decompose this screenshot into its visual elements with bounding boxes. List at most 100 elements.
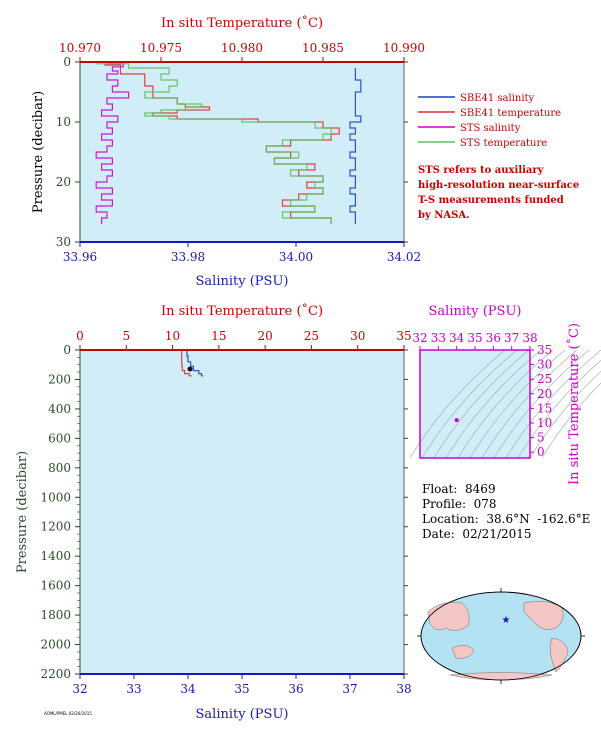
profile-date: Date: 02/21/2015 — [422, 527, 532, 541]
full-profile-series-group — [181, 349, 204, 377]
ts-density-contour — [481, 349, 578, 459]
full-profile-top-tick-label: 15 — [211, 329, 226, 343]
ts-density-contour — [493, 349, 590, 459]
ts-x-tick-label: 35 — [467, 331, 482, 345]
ts-density-contour — [445, 349, 542, 459]
ts-right-axis-label: In situ Temperature (˚C) — [566, 323, 582, 485]
full-profile-bottom-tick-label: 38 — [396, 682, 411, 696]
full-profile-left-tick-label: 0 — [63, 343, 71, 357]
ts-y-tick-label: 25 — [537, 372, 552, 386]
ts-y-tick-label: 5 — [537, 431, 545, 445]
ts-density-contour — [409, 349, 506, 459]
legend-label-sts-salinity: STS salinity — [460, 123, 521, 134]
near-surface-bottom-tick-label: 34.02 — [387, 250, 421, 264]
near-surface-series-sts-salinity — [95, 63, 130, 224]
near-surface-top-tick-label: 10.990 — [383, 41, 425, 55]
map-land-south-america — [549, 637, 569, 673]
full-profile-left-tick-label: 1800 — [40, 608, 71, 622]
full-profile-bottom-tick-label: 32 — [72, 682, 87, 696]
full-profile-left-tick-label: 1600 — [40, 579, 71, 593]
ts-points-group — [454, 418, 459, 423]
ts-x-tick-label: 33 — [431, 331, 446, 345]
sts-note: STS refers to auxiliary high-resolution … — [418, 163, 579, 223]
ts-density-contour — [433, 349, 530, 459]
ts-x-tick-label: 38 — [522, 331, 537, 345]
full-profile-bottom-axis-label: Salinity (PSU) — [196, 707, 289, 722]
ts-density-contour — [517, 359, 601, 459]
ts-x-tick-label: 36 — [486, 331, 501, 345]
sts-note-line-4: by NASA. — [418, 210, 470, 221]
full-profile-left-tick-label: 200 — [48, 372, 71, 386]
ts-y-tick-label: 30 — [537, 358, 552, 372]
full-profile-left-tick-label: 1200 — [40, 520, 71, 534]
near-surface-left-tick-label: 10 — [56, 115, 71, 129]
full-profile-series-temperature — [181, 350, 192, 377]
full-profile-left-tick-label: 800 — [48, 461, 71, 475]
ts-plot-area — [420, 350, 530, 458]
legend: SBE41 salinity SBE41 temperature STS sal… — [418, 93, 561, 149]
profile-number: Profile: 078 — [422, 497, 497, 511]
map-land-asia — [427, 602, 470, 631]
near-surface-left-tick-label: 0 — [63, 55, 71, 69]
full-profile-top-tick-label: 25 — [304, 329, 319, 343]
full-profile-plot-area — [80, 350, 404, 674]
full-profile-bottom-tick-label: 37 — [342, 682, 357, 696]
full-profile-surface-marker — [187, 366, 193, 372]
full-profile-top-tick-label: 20 — [258, 329, 273, 343]
full-profile-left-tick-label: 2000 — [40, 638, 71, 652]
near-surface-left-tick-label: 30 — [56, 235, 71, 249]
near-surface-ticks-group: 10.970 10.975 10.980 10.985 10.990 33.96 33.98… — [56, 41, 425, 264]
legend-label-sbe-salinity: SBE41 salinity — [460, 93, 535, 104]
ts-density-contour — [421, 349, 518, 459]
ts-point — [454, 418, 459, 423]
sts-note-line-3: T-S measurements funded — [418, 195, 564, 206]
ts-top-axis-label: Salinity (PSU) — [429, 304, 522, 319]
float-location: Location: 38.6°N -162.6°E — [422, 512, 591, 526]
ts-y-tick-label: 10 — [537, 416, 552, 430]
full-profile-top-tick-label: 5 — [122, 329, 130, 343]
full-profile-top-tick-label: 35 — [396, 329, 411, 343]
near-surface-series-sbe41-salinity — [349, 68, 362, 224]
full-profile-top-tick-label: 0 — [76, 329, 84, 343]
ts-x-tick-label: 32 — [412, 331, 427, 345]
sts-note-line-2: high-resolution near-surface — [418, 180, 580, 191]
near-surface-bottom-axis-label: Salinity (PSU) — [196, 274, 289, 289]
float-id: Float: 8469 — [422, 482, 496, 496]
legend-label-sts-temperature: STS temperature — [460, 138, 547, 149]
full-profile-left-tick-label: 400 — [48, 402, 71, 416]
full-profile-bottom-tick-label: 35 — [234, 682, 249, 696]
full-profile-bottom-tick-label: 36 — [288, 682, 303, 696]
ts-y-tick-label: 20 — [537, 387, 552, 401]
near-surface-bottom-tick-label: 33.96 — [63, 250, 97, 264]
near-surface-panel: 10.970 10.975 10.980 10.985 10.990 33.96 33.98… — [31, 15, 425, 289]
near-surface-top-tick-label: 10.970 — [59, 41, 101, 55]
full-profile-left-tick-label: 1400 — [40, 549, 71, 563]
float-info: Float: 8469 Profile: 078 Location: 38.6°… — [422, 482, 590, 542]
full-profile-left-tick-label: 1000 — [40, 490, 71, 504]
world-map: ★ — [417, 588, 585, 684]
near-surface-top-tick-label: 10.975 — [140, 41, 182, 55]
ts-density-contour — [529, 370, 601, 459]
full-profile-left-tick-label: 600 — [48, 431, 71, 445]
map-land-north-america — [523, 601, 564, 630]
map-land-antarctica — [449, 672, 553, 681]
float-location-star-icon: ★ — [502, 615, 511, 626]
full-profile-left-axis-label: Pressure (decibar) — [15, 451, 30, 573]
full-profile-top-tick-label: 30 — [350, 329, 365, 343]
ts-density-contour — [469, 349, 566, 459]
ts-density-contour — [505, 349, 601, 459]
full-profile-top-axis-label: In situ Temperature (˚C) — [161, 303, 323, 319]
legend-label-sbe-temperature: SBE41 temperature — [460, 108, 561, 119]
full-profile-bottom-tick-label: 34 — [180, 682, 196, 696]
near-surface-top-axis-label: In situ Temperature (˚C) — [161, 15, 323, 31]
ts-density-contour — [457, 349, 554, 459]
ts-x-tick-label: 34 — [449, 331, 465, 345]
ts-x-tick-label: 37 — [504, 331, 519, 345]
full-profile-top-tick-label: 10 — [165, 329, 180, 343]
ts-density-contours — [409, 349, 601, 459]
ts-y-tick-label: 35 — [537, 343, 552, 357]
ts-density-contour — [541, 382, 601, 459]
